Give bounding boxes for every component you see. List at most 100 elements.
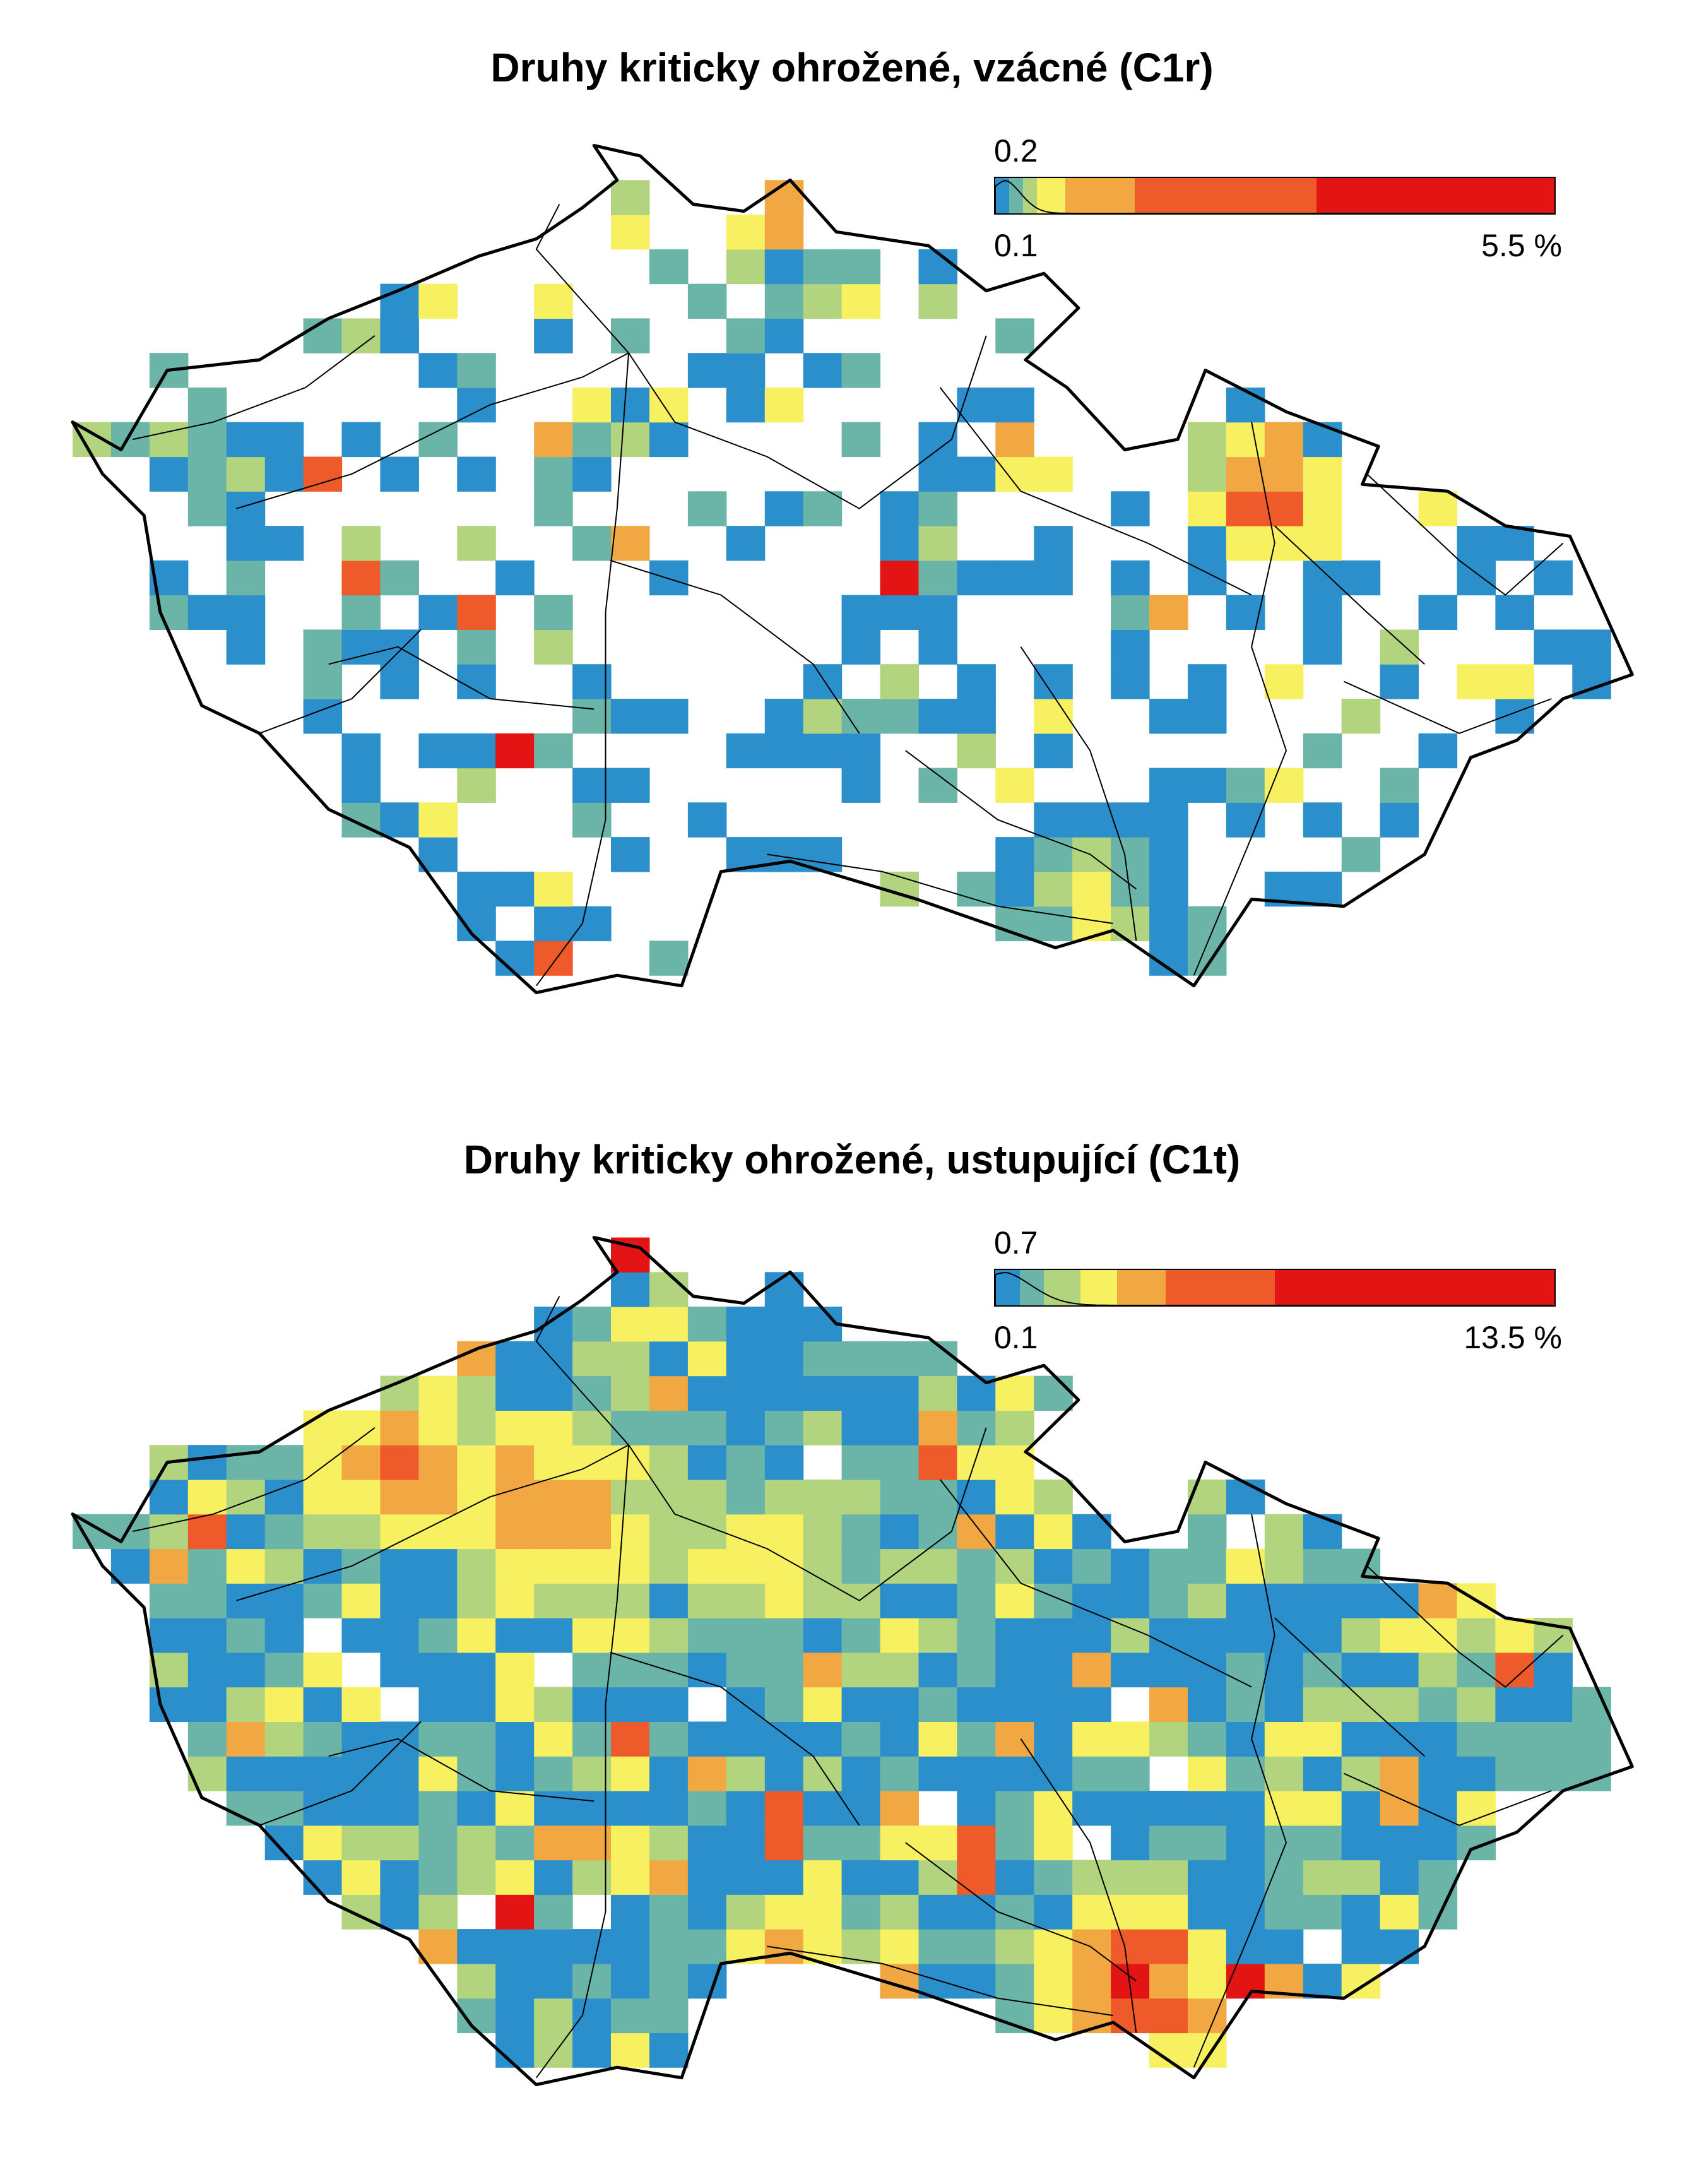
grid-cell — [687, 1548, 727, 1584]
grid-cell — [495, 941, 535, 976]
grid-cell — [264, 456, 304, 492]
river-line — [767, 1945, 1113, 2016]
legend-segment — [1116, 1270, 1166, 1305]
grid-cell — [572, 1479, 612, 1515]
grid-cell — [880, 1791, 919, 1826]
grid-cell — [380, 1791, 419, 1826]
grid-cell — [611, 1721, 650, 1757]
grid-cell — [418, 1894, 458, 1930]
grid-cell — [1457, 1756, 1496, 1791]
grid-cell — [303, 1445, 343, 1480]
grid-cell — [572, 1341, 612, 1377]
grid-cell — [803, 1375, 843, 1411]
grid-cell — [1418, 1721, 1458, 1757]
grid-cell — [649, 1307, 689, 1342]
grid-cell — [726, 1791, 766, 1826]
grid-cell — [611, 1687, 650, 1722]
grid-cell — [572, 1410, 612, 1445]
grid-cell — [649, 1375, 689, 1411]
grid-cell — [1111, 664, 1150, 699]
grid-cell — [918, 1721, 957, 1757]
grid-cell — [572, 1929, 612, 1964]
grid-cell — [611, 180, 650, 215]
grid-cell — [649, 1514, 689, 1550]
grid-cell — [764, 1756, 804, 1791]
grid-cell — [1149, 1825, 1188, 1861]
grid-cell — [534, 1410, 573, 1445]
grid-cell — [534, 1618, 573, 1653]
river-line — [132, 335, 376, 441]
grid-cell — [764, 249, 804, 285]
grid-cell — [187, 1479, 227, 1515]
grid-cell — [995, 837, 1034, 872]
grid-cell — [264, 1825, 304, 1861]
grid-cell — [1341, 837, 1381, 872]
grid-cell — [534, 1963, 573, 1999]
grid-cell — [687, 1894, 727, 1930]
grid-cell — [803, 664, 843, 699]
grid-cell — [1380, 1583, 1419, 1618]
grid-cell — [841, 1375, 881, 1411]
grid-cell — [957, 1860, 996, 1895]
grid-cell — [572, 1583, 612, 1618]
grid-cell — [1303, 1618, 1342, 1653]
grid-cell — [264, 526, 304, 561]
grid-cell — [918, 283, 957, 319]
grid-cell — [418, 1929, 458, 1964]
river-line — [1193, 1514, 1287, 2068]
grid-cell — [687, 1618, 727, 1653]
legend-min-label: 0.1 — [994, 1320, 1038, 1355]
grid-cell — [534, 906, 573, 942]
river-line — [132, 1427, 376, 1533]
grid-cell — [1149, 1860, 1188, 1895]
grid-cell — [1380, 1860, 1419, 1895]
grid-cell — [995, 1583, 1034, 1618]
grid-cell — [534, 595, 573, 630]
grid-cell — [1303, 871, 1342, 907]
grid-cell — [918, 629, 957, 665]
grid-cell — [534, 1375, 573, 1411]
legend-segment — [1037, 178, 1065, 213]
grid-cell — [534, 1687, 573, 1722]
grid-cell — [1034, 871, 1073, 907]
grid-cell — [649, 1860, 689, 1895]
grid-cell — [1149, 1963, 1188, 1999]
grid-cell — [1226, 1548, 1265, 1584]
grid-cell — [649, 422, 689, 458]
grid-cell — [380, 1894, 419, 1930]
grid-cell — [1188, 1514, 1227, 1550]
grid-cell — [687, 1410, 727, 1445]
grid-cell — [303, 1652, 343, 1688]
grid-cell — [1072, 1618, 1111, 1653]
grid-cell — [149, 1548, 189, 1584]
grid-cell — [1303, 491, 1342, 526]
grid-cell — [1034, 1756, 1073, 1791]
grid-cell — [687, 1825, 727, 1861]
grid-cell — [1264, 1929, 1304, 1964]
grid-cell — [264, 1756, 304, 1791]
grid-cell — [1303, 560, 1342, 596]
grid-cell — [880, 1894, 919, 1930]
grid-cell — [1034, 1548, 1073, 1584]
grid-cell — [1341, 1583, 1381, 1618]
grid-cell — [995, 906, 1034, 942]
grid-cell — [687, 1583, 727, 1618]
grid-cell — [380, 1514, 419, 1550]
grid-cell — [726, 249, 766, 285]
grid-cell — [611, 837, 650, 872]
grid-cell — [1303, 629, 1342, 665]
grid-cell — [534, 1756, 573, 1791]
grid-cell — [995, 1825, 1034, 1861]
grid-cell — [534, 1825, 573, 1861]
grid-cell — [303, 1756, 343, 1791]
grid-cell — [957, 1825, 996, 1861]
river-line — [328, 646, 595, 710]
grid-cell — [418, 1375, 458, 1411]
grid-cell — [457, 1583, 496, 1618]
legend-segment — [1316, 178, 1554, 213]
grid-cell — [534, 283, 573, 319]
grid-cell — [1034, 1721, 1073, 1757]
grid-cell — [841, 1618, 881, 1653]
grid-cell — [764, 1791, 804, 1826]
grid-cell — [534, 629, 573, 665]
